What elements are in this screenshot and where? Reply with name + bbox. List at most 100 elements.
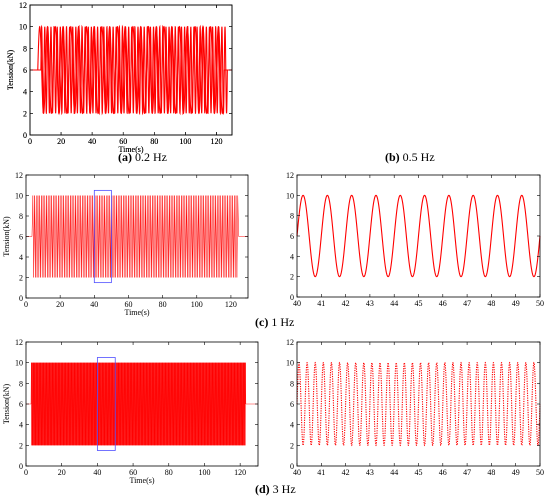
plot-frame [296,341,541,467]
y-tick-label: 0 [290,293,294,302]
x-tick-label: 49 [512,468,520,477]
x-tick-label: 46 [439,299,447,308]
y-tick-label: 12 [19,1,27,10]
y-tick-label: 2 [290,273,294,282]
chart-b-tension-0-5hz: 0 20 40 60 80 100 120 0 2 4 6 8 10 12 Time(s) Tension(k… [6,0,548,154]
y-tick-label: 6 [19,400,23,409]
x-tick-label: 46 [439,468,447,477]
y-axis-label: Tension(kN) [2,216,11,257]
x-tick-label: 47 [463,299,471,308]
y-tick-label: 0 [19,462,23,471]
y-tick-label: 8 [290,379,294,388]
x-tick-label: 50 [536,299,544,308]
y-axis-label: Tension(kN) [6,50,15,91]
x-tick-label: 120 [234,468,246,477]
x-tick-label: 44 [390,468,398,477]
series-tension-d2 [296,361,541,447]
y-tick-label: 2 [23,109,27,118]
x-axis-label: Time(s) [129,476,154,485]
chart-svg-c1: 0 20 40 60 80 100 120 0 2 4 6 8 10 12 Time(s) Tension(k… [2,171,249,317]
y-tick-label: 10 [286,359,294,368]
x-tick-label: 40 [293,299,301,308]
y-tick-label: 12 [15,338,23,347]
x-tick-label: 0 [24,300,28,309]
y-tick-label: 4 [290,252,294,261]
x-tick-label: 48 [487,468,495,477]
y-tick-label: 2 [290,441,294,450]
x-tick-label: 44 [390,299,398,308]
x-tick-label: 100 [179,137,191,146]
x-tick-label: 40 [93,468,101,477]
x-tick-label: 100 [191,300,203,309]
y-tick-label: 10 [19,23,27,32]
y-tick-label: 6 [290,400,294,409]
x-tick-label: 43 [366,299,374,308]
y-tick-label: 6 [23,66,27,75]
x-tick-label: 40 [90,300,98,309]
chart-svg-b: 0 20 40 60 80 100 120 0 2 4 6 8 10 12 Time(s) Tension(k… [6,1,233,154]
y-tick-label: 12 [19,1,27,10]
x-tick-label: 42 [342,468,350,477]
caption-d-letter: (d) [255,482,270,496]
x-tick-label: 40 [88,137,96,146]
caption-a: (a) 0.2 Hz [118,150,167,165]
chart-c-tension-1hz-full: 0 20 40 60 80 100 120 0 2 4 6 8 10 12 Time(s) Tension(k… [0,0,270,500]
y-tick-label: 2 [19,274,23,283]
x-tick-label: 120 [210,137,222,146]
y-tick-label: 10 [15,192,23,201]
zoom-window-box [96,357,116,451]
caption-b: (b) 0.5 Hz [385,150,435,165]
x-tick-label: 20 [56,300,64,309]
caption-c-text: 1 Hz [268,315,295,329]
series-tension-c1 [26,195,248,278]
x-tick-label: 0 [28,137,32,146]
x-tick-label: 43 [366,468,374,477]
x-tick-label: 20 [57,137,65,146]
y-tick-label: 8 [19,212,23,221]
x-tick-label: 60 [119,137,127,146]
y-tick-label: 6 [19,233,23,242]
y-tick-label: 0 [290,462,294,471]
caption-c-letter: (c) [255,315,269,329]
x-tick-label: 80 [165,468,173,477]
y-tick-label: 10 [19,23,27,32]
x-tick-label: 120 [225,300,237,309]
y-tick-label: 8 [23,44,27,53]
y-tick-label: 6 [23,66,27,75]
y-tick-label: 12 [286,338,294,347]
y-tick-label: 10 [286,191,294,200]
chart-svg-d1: 0 20 40 60 80 100 120 0 2 4 6 8 10 12 Time(s) Tension(k… [2,338,259,485]
y-tick-label: 0 [19,294,23,303]
y-tick-label: 4 [19,421,23,430]
x-tick-label: 60 [119,137,127,146]
x-tick-label: 42 [342,299,350,308]
x-tick-label: 41 [317,468,325,477]
series-tension-d1 [26,362,258,446]
x-tick-label: 45 [415,299,423,308]
y-tick-label: 4 [19,253,23,262]
x-axis-label: Time(s) [124,308,149,317]
caption-a-text: 0.2 Hz [132,150,167,164]
x-tick-label: 80 [159,300,167,309]
y-tick-label: 6 [290,232,294,241]
x-axis-label: Time(s) [118,145,143,154]
y-tick-label: 0 [23,131,27,140]
x-tick-label: 120 [210,137,222,146]
series-tension-b [30,24,232,116]
x-tick-label: 60 [124,300,132,309]
caption-a-letter: (a) [118,150,132,164]
y-tick-label: 8 [19,379,23,388]
y-tick-label: 2 [19,441,23,450]
y-tick-label: 8 [290,212,294,221]
caption-b-letter: (b) [385,150,400,164]
x-tick-label: 40 [293,468,301,477]
caption-d-text: 3 Hz [269,482,296,496]
x-tick-label: 80 [150,137,158,146]
x-tick-label: 80 [150,137,158,146]
y-tick-label: 2 [23,109,27,118]
x-tick-label: 20 [58,468,66,477]
